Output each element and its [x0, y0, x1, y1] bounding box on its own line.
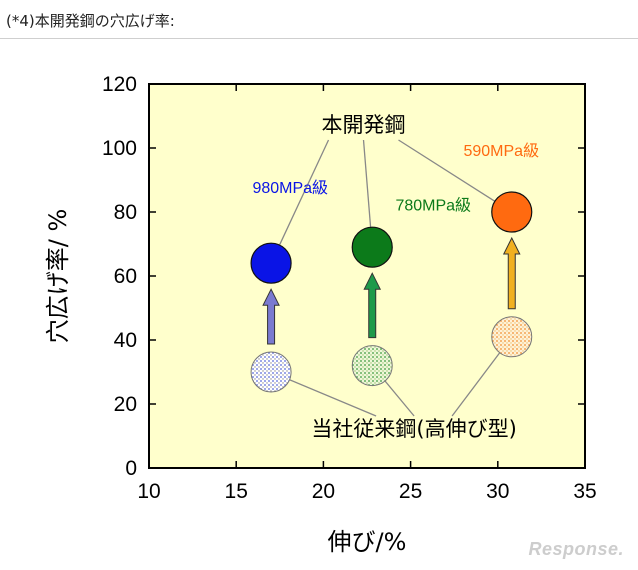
- conventional-connector-line: [384, 380, 415, 417]
- y-tick-label: 20: [114, 393, 137, 416]
- x-tick-label: 15: [225, 480, 248, 503]
- conventional-point: [491, 316, 533, 358]
- y-tick-label: 80: [114, 201, 137, 224]
- y-tick-label: 40: [114, 329, 137, 352]
- developed-steel-label: 本開発鋼: [322, 113, 406, 137]
- response-watermark: Response.: [528, 539, 624, 559]
- conventional-connector-line: [451, 352, 501, 417]
- developed-connector-line: [278, 139, 330, 246]
- conventional-point: [351, 345, 393, 387]
- x-tick-label: 25: [399, 480, 422, 503]
- y-axis-title: 穴広げ率/ %: [44, 209, 72, 344]
- y-tick-label: 100: [102, 137, 137, 160]
- improvement-arrow: [363, 272, 382, 339]
- conventional-point: [250, 351, 292, 393]
- developed-point: [351, 226, 393, 268]
- developed-point: [250, 242, 292, 284]
- x-tick-label: 35: [573, 480, 596, 503]
- y-tick-label: 120: [102, 73, 137, 96]
- figure-note: (*4)本開発鋼の穴広げ率:: [6, 12, 175, 30]
- grade-label: 590MPa級: [463, 142, 539, 160]
- y-tick-label: 0: [125, 457, 137, 480]
- grade-label: 980MPa級: [252, 179, 328, 197]
- plot-area: [148, 83, 586, 469]
- developed-connector-line: [362, 139, 372, 228]
- x-tick-label: 20: [312, 480, 335, 503]
- x-axis-title: 伸び/%: [328, 528, 407, 556]
- x-tick-label: 30: [486, 480, 509, 503]
- developed-point: [491, 191, 533, 233]
- grade-label: 780MPa級: [395, 196, 471, 214]
- divider: [0, 38, 638, 39]
- y-tick-label: 60: [114, 265, 137, 288]
- conventional-connector-line: [289, 379, 377, 417]
- conventional-steel-label: 当社従来鋼(高伸び型): [311, 417, 516, 441]
- improvement-arrow: [262, 288, 280, 345]
- developed-connector-line: [398, 139, 496, 202]
- improvement-arrow: [502, 236, 521, 310]
- x-tick-label: 10: [137, 480, 160, 503]
